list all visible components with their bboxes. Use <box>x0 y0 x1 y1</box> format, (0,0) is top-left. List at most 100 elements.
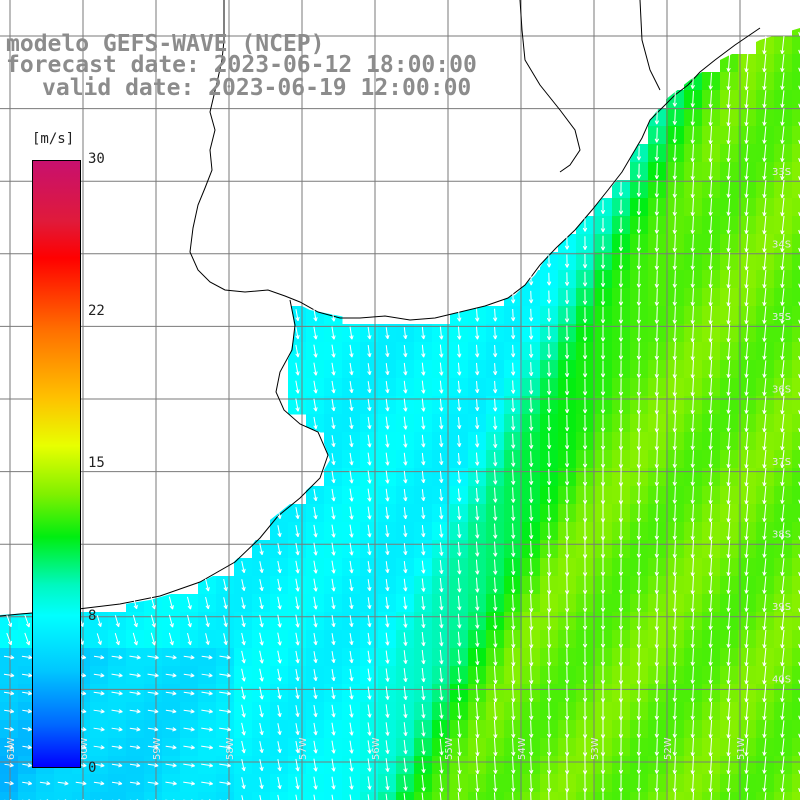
wind-arrow <box>457 541 462 557</box>
wind-arrow <box>546 702 552 720</box>
wind-arrow <box>259 722 264 736</box>
wind-arrow <box>421 471 426 484</box>
wind-arrow <box>672 432 677 451</box>
wind-arrow <box>168 614 174 628</box>
wind-arrow <box>690 252 695 270</box>
wind-arrow <box>493 559 498 575</box>
wind-arrow <box>708 180 713 198</box>
wind-arrow <box>726 558 731 577</box>
wind-arrow <box>726 252 731 271</box>
wind-arrow <box>548 791 550 800</box>
wind-arrow <box>510 326 516 340</box>
wind-arrow <box>654 576 660 595</box>
wind-arrow <box>403 596 408 610</box>
wind-arrow <box>618 503 624 523</box>
wind-arrow <box>259 704 264 718</box>
wind-arrow <box>546 361 552 377</box>
wind-arrow <box>349 470 354 484</box>
wind-arrow <box>780 90 785 108</box>
wind-arrow <box>726 450 731 469</box>
wind-arrow <box>421 380 426 394</box>
wind-arrow <box>457 326 462 340</box>
wind-arrow <box>708 360 713 379</box>
wind-arrow <box>726 323 731 343</box>
wind-arrow <box>475 399 480 412</box>
wind-arrow <box>744 503 749 523</box>
wind-arrow <box>475 738 480 757</box>
wind-arrow <box>654 360 660 379</box>
wind-arrow <box>762 522 767 540</box>
wind-arrow <box>780 197 785 217</box>
wind-arrow <box>690 504 695 523</box>
wind-arrow <box>744 558 749 576</box>
wind-arrow <box>762 467 767 487</box>
wind-speed-cell <box>252 792 271 800</box>
wind-arrow <box>457 308 462 322</box>
wind-arrow <box>183 691 195 696</box>
wind-arrow <box>57 781 69 786</box>
wind-arrow <box>22 745 32 750</box>
wind-arrow <box>457 506 462 520</box>
lagoon-shore <box>519 0 661 173</box>
wind-arrow <box>762 629 767 649</box>
wind-arrow <box>511 774 516 792</box>
wind-arrow <box>762 756 767 774</box>
wind-arrow <box>313 651 318 664</box>
wind-arrow <box>636 467 642 487</box>
wind-arrow <box>618 324 624 342</box>
wind-arrow <box>147 673 159 678</box>
wind-arrow <box>512 792 514 800</box>
wind-arrow <box>529 756 534 774</box>
wind-arrow <box>129 673 141 678</box>
wind-arrow <box>672 306 677 324</box>
wind-arrow <box>511 720 516 738</box>
wind-speed-cell <box>792 576 800 595</box>
wind-arrow <box>295 398 300 412</box>
wind-speed-cell <box>378 792 397 800</box>
wind-arrow <box>744 738 749 757</box>
wind-arrow <box>493 684 498 703</box>
wind-arrow <box>636 413 642 433</box>
wind-arrow <box>259 561 264 574</box>
longitude-label: 51W <box>736 737 747 760</box>
wind-arrow <box>726 666 731 685</box>
wind-arrow <box>367 579 372 592</box>
wind-arrow <box>277 776 282 790</box>
wind-arrow <box>205 615 210 628</box>
wind-arrow <box>582 755 588 775</box>
latitude-label: 33S <box>772 167 791 178</box>
wind-arrow <box>367 650 372 664</box>
wind-arrow <box>528 272 534 286</box>
wind-arrow <box>439 774 444 792</box>
wind-arrow <box>421 507 426 520</box>
longitude-label: 60W <box>79 737 90 760</box>
wind-arrow <box>331 542 336 556</box>
wind-arrow <box>313 326 318 340</box>
wind-arrow <box>475 470 480 485</box>
wind-arrow <box>764 792 767 800</box>
wind-arrow <box>385 543 390 556</box>
wind-arrow <box>780 179 785 199</box>
wind-arrow <box>241 722 246 736</box>
wind-arrow <box>241 777 246 790</box>
wind-arrow <box>690 612 695 631</box>
wind-arrow <box>636 647 642 667</box>
wind-arrow <box>672 359 677 379</box>
wind-arrow <box>331 398 336 412</box>
wind-arrow <box>493 505 498 521</box>
wind-arrow <box>439 631 444 647</box>
wind-arrow <box>708 432 713 450</box>
wind-arrow <box>708 323 713 343</box>
wind-arrow <box>150 614 156 628</box>
wind-arrow <box>546 522 552 540</box>
wind-arrow <box>708 305 713 325</box>
wind-arrow <box>654 774 660 793</box>
wind-arrow <box>654 756 660 774</box>
wind-arrow <box>600 271 606 288</box>
wind-arrow <box>385 579 390 592</box>
wind-arrow <box>493 541 498 557</box>
wind-arrow <box>385 632 390 646</box>
wind-arrow <box>636 629 642 649</box>
wind-arrow <box>147 709 159 714</box>
wind-arrow <box>654 629 659 649</box>
